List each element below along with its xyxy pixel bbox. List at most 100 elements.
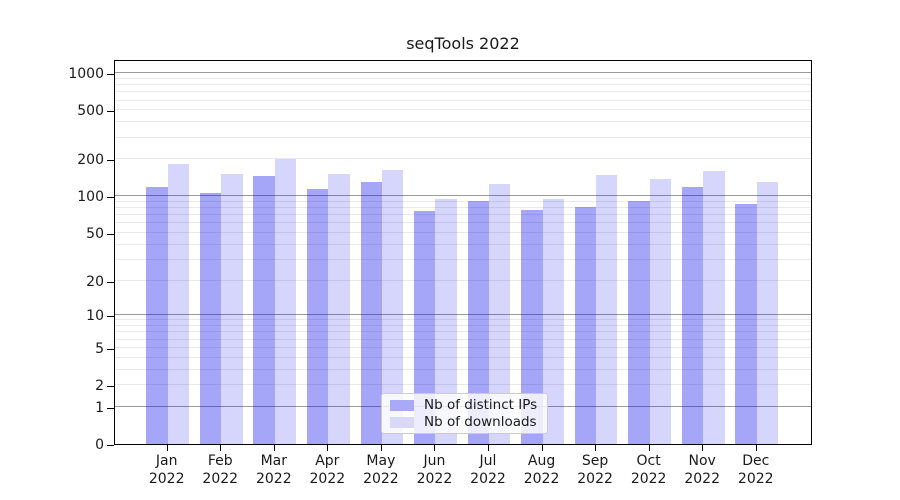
x-tick-label-year: 2022	[684, 470, 720, 487]
x-tick-label-oct: Oct 2022	[617, 453, 681, 488]
gridline-minor-9	[115, 319, 811, 321]
gridline-minor-600	[115, 99, 811, 101]
x-tick-mark-sep	[595, 445, 597, 451]
bar-distinct-ips-jul	[467, 200, 489, 444]
x-tick-label-aug: Aug 2022	[510, 453, 574, 488]
bar-distinct-ips-may	[360, 182, 382, 444]
bar-distinct-ips-mar	[253, 176, 275, 444]
bar-distinct-ips-feb	[199, 193, 222, 444]
x-tick-label-mar: Mar 2022	[242, 453, 306, 488]
x-tick-label-month: Nov	[688, 453, 716, 469]
gridline-minor-500	[115, 109, 811, 111]
gridline-minor-20	[115, 279, 811, 281]
gridline-minor-90	[115, 200, 811, 202]
x-tick-label-month: Jun	[423, 453, 446, 469]
plot-area	[114, 60, 812, 445]
x-tick-label-month: May	[366, 453, 396, 469]
legend-label-downloads: Nb of downloads	[424, 414, 537, 430]
y-tick-label-200: 200	[77, 152, 104, 169]
gridline-minor-800	[115, 84, 811, 86]
y-tick-mark-1	[107, 407, 114, 409]
bar-downloads-dec	[756, 182, 779, 444]
gridline-minor-5	[115, 346, 811, 348]
x-tick-mark-feb	[220, 445, 222, 451]
x-tick-mark-apr	[327, 445, 329, 451]
y-tick-mark-500	[107, 111, 114, 113]
y-tick-label-500: 500	[77, 103, 104, 120]
bar-distinct-ips-jun	[414, 210, 436, 444]
gridline-major-1000	[115, 72, 811, 74]
x-tick-label-year: 2022	[416, 470, 453, 487]
bar-distinct-ips-apr	[306, 189, 329, 444]
gridline-minor-700	[115, 91, 811, 93]
y-tick-label-5: 5	[95, 340, 104, 357]
x-tick-mark-jun	[434, 445, 436, 451]
y-tick-label-10: 10	[86, 308, 104, 325]
y-tick-label-0: 0	[95, 437, 104, 453]
x-tick-label-month: Apr	[315, 453, 340, 469]
x-tick-mark-may	[380, 445, 382, 451]
y-tick-mark-1000	[107, 74, 114, 76]
gridline-minor-70	[115, 214, 811, 216]
bar-distinct-ips-aug	[521, 210, 543, 444]
x-tick-label-year: 2022	[630, 470, 667, 487]
y-tick-mark-2	[107, 386, 114, 388]
y-tick-mark-100	[107, 197, 114, 199]
gridline-major-100	[115, 195, 811, 197]
x-tick-label-jan: Jan 2022	[135, 453, 199, 488]
gridline-minor-7	[115, 331, 811, 333]
x-tick-label-year: 2022	[309, 470, 346, 487]
legend-swatch-distinct-ips	[390, 399, 414, 411]
bar-downloads-may	[381, 169, 404, 444]
x-tick-label-month: Dec	[742, 453, 770, 469]
bar-distinct-ips-nov	[681, 186, 704, 444]
x-tick-label-month: Aug	[527, 453, 556, 469]
gridline-minor-4	[115, 356, 811, 358]
x-tick-mark-mar	[273, 445, 275, 451]
y-tick-label-50: 50	[86, 226, 104, 243]
x-tick-label-month: Sep	[581, 453, 609, 469]
y-tick-mark-10	[107, 316, 114, 318]
gridline-minor-900	[115, 77, 811, 79]
gridline-minor-40	[115, 243, 811, 245]
chart-title: seqTools 2022	[406, 34, 520, 53]
x-tick-label-nov: Nov 2022	[670, 453, 734, 488]
bar-downloads-apr	[328, 174, 350, 444]
x-tick-mark-jan	[166, 445, 168, 451]
legend-row-downloads: Nb of downloads	[390, 414, 539, 430]
y-tick-label-1: 1	[95, 399, 104, 416]
gridline-minor-80	[115, 207, 811, 209]
y-tick-mark-0	[107, 445, 114, 446]
x-tick-mark-nov	[702, 445, 704, 451]
gridline-minor-8	[115, 325, 811, 327]
y-tick-mark-50	[107, 234, 114, 236]
x-tick-label-jun: Jun 2022	[402, 453, 466, 488]
x-tick-label-month: Jul	[479, 453, 497, 469]
x-tick-label-year: 2022	[470, 470, 506, 487]
y-tick-mark-20	[107, 281, 114, 283]
gridline-minor-3	[115, 368, 811, 370]
bar-downloads-feb	[221, 174, 243, 444]
gridline-minor-60	[115, 222, 811, 224]
bar-downloads-aug	[542, 198, 564, 444]
gridline-minor-30	[115, 258, 811, 260]
bar-downloads-nov	[703, 171, 725, 444]
bar-downloads-jun	[435, 199, 457, 444]
x-tick-label-sep: Sep 2022	[563, 453, 627, 488]
gridline-minor-400	[115, 121, 811, 123]
y-tick-label-2: 2	[95, 378, 104, 395]
y-tick-label-20: 20	[86, 273, 104, 290]
x-tick-mark-oct	[648, 445, 650, 451]
x-tick-label-year: 2022	[148, 470, 185, 487]
x-tick-label-year: 2022	[255, 470, 292, 487]
x-tick-label-feb: Feb 2022	[188, 453, 252, 488]
bar-distinct-ips-sep	[574, 206, 597, 444]
x-tick-label-month: Mar	[260, 453, 287, 469]
bar-downloads-sep	[596, 174, 618, 444]
bar-downloads-oct	[649, 179, 672, 444]
bar-downloads-mar	[274, 158, 297, 444]
x-tick-label-dec: Dec 2022	[724, 453, 788, 488]
x-tick-label-year: 2022	[577, 470, 613, 487]
bar-distinct-ips-dec	[735, 203, 757, 444]
gridline-minor-200	[115, 158, 811, 160]
